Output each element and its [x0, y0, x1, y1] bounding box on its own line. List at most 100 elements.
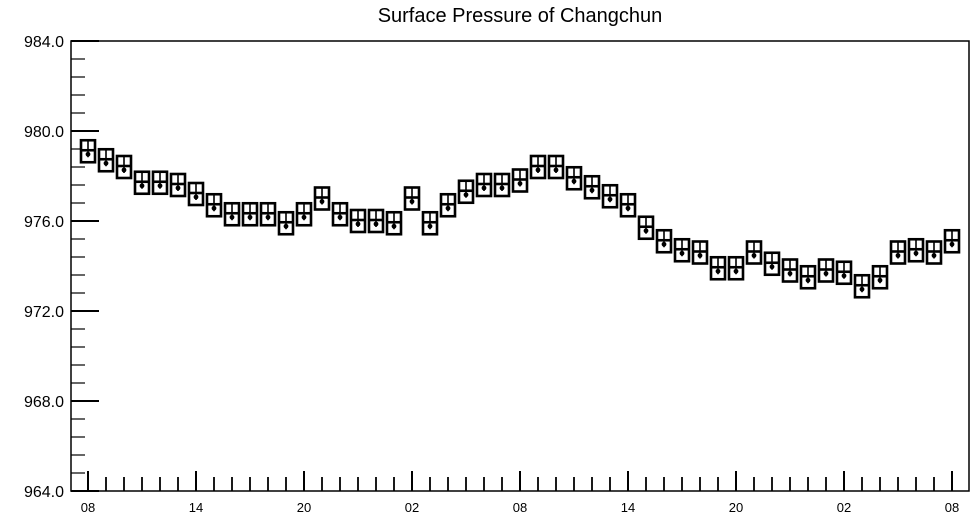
y-axis: 964.0 968.0 972.0 976.0 980.0 984.0 [24, 34, 99, 501]
data-point [475, 172, 493, 198]
data-point [889, 240, 907, 265]
data-series [79, 138, 961, 299]
point-dot [301, 214, 307, 220]
chart-title: Surface Pressure of Changchun [378, 5, 663, 27]
point-dot [895, 253, 901, 258]
data-point [349, 208, 367, 234]
data-point [691, 240, 709, 265]
point-dot [805, 277, 811, 283]
data-point [907, 237, 925, 263]
point-dot [913, 250, 919, 256]
data-point [295, 201, 313, 227]
data-point [421, 210, 439, 236]
x-tick-label: 02 [837, 500, 851, 515]
data-point [673, 237, 691, 263]
data-point [619, 192, 637, 218]
point-dot [877, 277, 883, 283]
point-dot [607, 196, 613, 202]
data-point [709, 255, 727, 281]
point-dot [175, 185, 181, 191]
y-tick-label: 976.0 [24, 214, 64, 231]
data-point [439, 192, 457, 218]
data-point [403, 186, 421, 211]
point-dot [319, 199, 325, 204]
point-dot [859, 286, 865, 292]
data-point [637, 215, 655, 241]
x-tick-label: 08 [945, 500, 959, 515]
point-dot [139, 183, 145, 189]
point-dot [391, 223, 397, 229]
data-point [745, 240, 763, 265]
data-point [493, 172, 511, 198]
point-dot [463, 192, 469, 198]
point-dot [337, 214, 343, 220]
point-dot [841, 273, 847, 279]
data-point [727, 255, 745, 281]
data-point [133, 170, 151, 196]
data-point [763, 251, 781, 277]
point-dot [787, 271, 793, 276]
point-dot [229, 214, 235, 220]
data-point [925, 240, 943, 265]
data-point [151, 170, 169, 196]
data-point [943, 228, 961, 254]
point-dot [355, 221, 361, 227]
point-dot [553, 167, 559, 173]
point-dot [589, 187, 595, 193]
data-point [511, 168, 529, 193]
x-tick-label: 02 [405, 500, 419, 515]
point-dot [85, 151, 91, 157]
data-point [223, 201, 241, 227]
data-point [187, 181, 205, 207]
point-dot [661, 241, 667, 247]
y-tick-label: 968.0 [24, 394, 64, 411]
point-dot [121, 167, 127, 173]
y-tick-label: 964.0 [24, 484, 64, 501]
x-tick-label: 08 [81, 500, 95, 515]
data-point [601, 183, 619, 209]
point-dot [625, 205, 631, 211]
point-dot [373, 221, 379, 227]
point-dot [499, 185, 505, 191]
data-point [385, 210, 403, 236]
y-tick-label: 984.0 [24, 34, 64, 51]
point-dot [643, 228, 649, 234]
point-dot [823, 271, 829, 276]
data-point [313, 186, 331, 211]
point-dot [265, 214, 271, 220]
data-point [367, 208, 385, 234]
point-dot [751, 253, 757, 258]
data-point [169, 172, 187, 198]
point-dot [445, 205, 451, 211]
data-point [547, 154, 565, 180]
data-point [259, 201, 277, 227]
point-dot [571, 178, 577, 184]
data-point [529, 154, 547, 180]
x-tick-label: 20 [297, 500, 311, 515]
point-dot [283, 223, 289, 229]
x-tick-label: 14 [189, 500, 203, 515]
point-dot [481, 185, 487, 191]
data-point [457, 179, 475, 205]
point-dot [769, 264, 775, 270]
data-point [277, 210, 295, 236]
point-dot [517, 181, 523, 186]
point-dot [949, 241, 955, 247]
point-dot [427, 223, 433, 229]
data-point [799, 264, 817, 290]
y-tick-label: 980.0 [24, 124, 64, 141]
data-point [835, 260, 853, 286]
data-point [205, 192, 223, 218]
x-tick-label: 14 [621, 500, 635, 515]
x-axis: 08 14 20 02 08 14 20 02 08 [81, 471, 959, 515]
x-tick-label: 08 [513, 500, 527, 515]
data-point [853, 273, 871, 299]
point-dot [247, 214, 253, 220]
point-dot [157, 183, 163, 189]
point-dot [211, 205, 217, 211]
point-dot [733, 268, 739, 274]
data-point [79, 138, 97, 164]
data-point [871, 264, 889, 290]
point-dot [715, 268, 721, 274]
